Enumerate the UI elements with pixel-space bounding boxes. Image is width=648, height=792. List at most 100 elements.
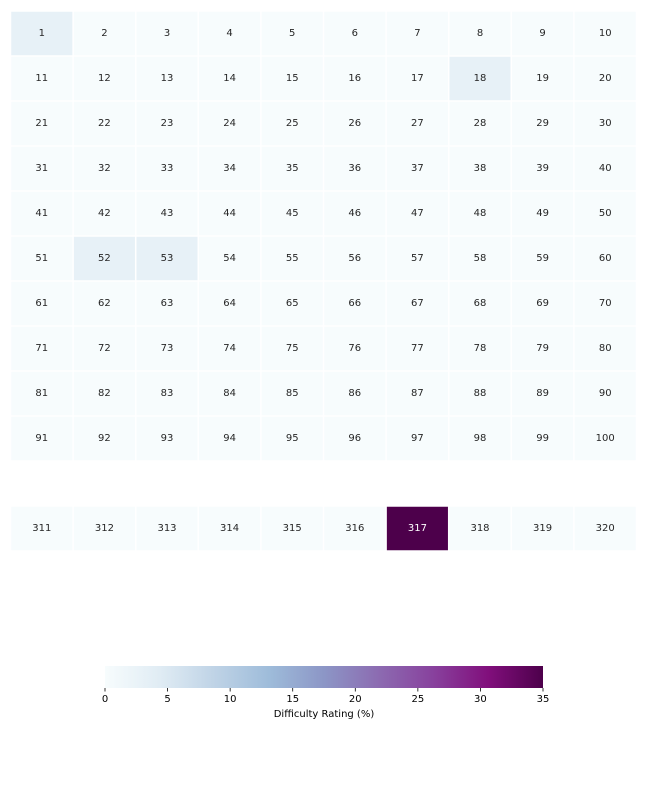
cell-label-55: 55 [286, 253, 299, 264]
cell-label-67: 67 [411, 298, 424, 309]
cell-label-17: 17 [411, 73, 424, 84]
heatmap-cell-8 [449, 11, 511, 56]
heatmap-cell-91 [11, 416, 73, 461]
heatmap-cell-73 [136, 326, 198, 371]
cell-label-27: 27 [411, 118, 424, 129]
heatmap-cell-32 [73, 146, 135, 191]
cell-label-68: 68 [474, 298, 487, 309]
heatmap-cell-97 [386, 416, 448, 461]
cell-label-62: 62 [98, 298, 111, 309]
cell-label-57: 57 [411, 253, 424, 264]
heatmap-cell-57 [386, 236, 448, 281]
cell-label-92: 92 [98, 433, 111, 444]
cell-label-60: 60 [599, 253, 612, 264]
heatmap-cell-43 [136, 191, 198, 236]
cell-label-85: 85 [286, 388, 299, 399]
heatmap-cell-100 [574, 416, 636, 461]
heatmap-cell-319 [512, 506, 574, 551]
heatmap-cell-48 [449, 191, 511, 236]
cell-label-74: 74 [223, 343, 236, 354]
cell-label-16: 16 [348, 73, 361, 84]
cell-label-54: 54 [223, 253, 236, 264]
cell-label-51: 51 [35, 253, 48, 264]
heatmap-cell-3 [136, 11, 198, 56]
heatmap-cell-94 [199, 416, 261, 461]
cell-label-95: 95 [286, 433, 299, 444]
cell-label-19: 19 [536, 73, 549, 84]
heatmap-cell-10 [574, 11, 636, 56]
heatmap-cell-317 [386, 506, 448, 551]
heatmap-cell-313 [136, 506, 198, 551]
cell-label-50: 50 [599, 208, 612, 219]
cell-label-18: 18 [474, 73, 487, 84]
heatmap-cell-22 [73, 101, 135, 146]
cell-label-89: 89 [536, 388, 549, 399]
heatmap-cell-29 [512, 101, 574, 146]
cell-label-38: 38 [474, 163, 487, 174]
heatmap-cell-311 [11, 506, 73, 551]
cell-label-2: 2 [101, 28, 107, 39]
heatmap-cell-64 [199, 281, 261, 326]
heatmap-cell-14 [199, 56, 261, 101]
cell-label-76: 76 [348, 343, 361, 354]
colorbar-tick-label-35: 35 [537, 694, 550, 705]
cell-label-73: 73 [161, 343, 174, 354]
cell-label-39: 39 [536, 163, 549, 174]
cell-label-61: 61 [35, 298, 48, 309]
cell-label-99: 99 [536, 433, 549, 444]
cell-label-46: 46 [348, 208, 361, 219]
heatmap-cell-18 [449, 56, 511, 101]
heatmap-cell-56 [324, 236, 386, 281]
cell-label-319: 319 [533, 523, 552, 534]
heatmap-cell-65 [261, 281, 323, 326]
heatmap-cell-49 [512, 191, 574, 236]
cell-label-9: 9 [539, 28, 545, 39]
heatmap-cell-70 [574, 281, 636, 326]
cell-label-42: 42 [98, 208, 111, 219]
colorbar-tick-label-25: 25 [411, 694, 424, 705]
cell-label-28: 28 [474, 118, 487, 129]
heatmap-cell-55 [261, 236, 323, 281]
cell-label-84: 84 [223, 388, 236, 399]
heatmap-cell-23 [136, 101, 198, 146]
heatmap-cell-62 [73, 281, 135, 326]
heatmap-cell-83 [136, 371, 198, 416]
heatmap-cell-66 [324, 281, 386, 326]
cell-label-45: 45 [286, 208, 299, 219]
cell-label-48: 48 [474, 208, 487, 219]
heatmap-cell-80 [574, 326, 636, 371]
cell-label-81: 81 [35, 388, 48, 399]
heatmap-cell-34 [199, 146, 261, 191]
cell-label-317: 317 [408, 523, 427, 534]
heatmap-cell-19 [512, 56, 574, 101]
cell-label-14: 14 [223, 73, 236, 84]
heatmap-cell-1 [11, 11, 73, 56]
cell-label-30: 30 [599, 118, 612, 129]
cell-label-65: 65 [286, 298, 299, 309]
heatmap-cell-79 [512, 326, 574, 371]
cell-label-316: 316 [345, 523, 364, 534]
cell-label-37: 37 [411, 163, 424, 174]
heatmap-cell-84 [199, 371, 261, 416]
cell-label-53: 53 [161, 253, 174, 264]
heatmap-cell-98 [449, 416, 511, 461]
heatmap-cell-4 [199, 11, 261, 56]
heatmap-cell-27 [386, 101, 448, 146]
heatmap-cell-87 [386, 371, 448, 416]
cell-label-70: 70 [599, 298, 612, 309]
cell-label-86: 86 [348, 388, 361, 399]
cell-label-15: 15 [286, 73, 299, 84]
heatmap-cell-63 [136, 281, 198, 326]
heatmap-cell-2 [73, 11, 135, 56]
cell-label-3: 3 [164, 28, 170, 39]
heatmap-cell-82 [73, 371, 135, 416]
heatmap-cell-318 [449, 506, 511, 551]
colorbar-tick-label-30: 30 [474, 694, 487, 705]
cell-label-311: 311 [32, 523, 51, 534]
heatmap-cell-74 [199, 326, 261, 371]
colorbar-tick-label-20: 20 [349, 694, 362, 705]
heatmap-cell-99 [512, 416, 574, 461]
heatmap-cell-93 [136, 416, 198, 461]
cell-label-72: 72 [98, 343, 111, 354]
